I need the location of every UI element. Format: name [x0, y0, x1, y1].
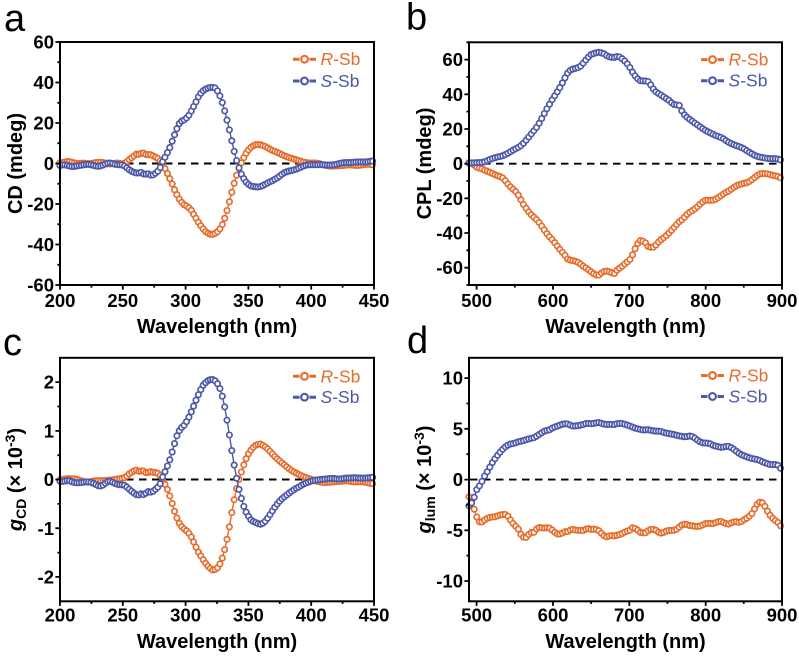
svg-text:350: 350 — [233, 605, 264, 626]
svg-text:60: 60 — [442, 49, 463, 70]
svg-text:0: 0 — [453, 469, 463, 490]
svg-text:-60: -60 — [27, 275, 54, 296]
svg-text:R-Sb: R-Sb — [321, 366, 361, 386]
svg-text:300: 300 — [170, 290, 201, 311]
svg-text:-20: -20 — [436, 188, 463, 209]
svg-text:400: 400 — [296, 290, 327, 311]
svg-text:-5: -5 — [447, 520, 463, 541]
svg-text:2: 2 — [44, 372, 54, 393]
svg-text:CPL (mdeg): CPL (mdeg) — [414, 108, 436, 220]
svg-text:0: 0 — [44, 469, 54, 490]
svg-text:450: 450 — [359, 605, 390, 626]
svg-text:800: 800 — [690, 290, 721, 311]
svg-text:5: 5 — [453, 418, 463, 439]
svg-text:d: d — [407, 320, 428, 362]
svg-text:-40: -40 — [436, 223, 463, 244]
svg-text:S-Sb: S-Sb — [729, 71, 768, 91]
svg-text:-40: -40 — [27, 234, 54, 255]
svg-text:R-Sb: R-Sb — [321, 49, 361, 69]
svg-text:glum (× 10-3): glum (× 10-3) — [411, 426, 438, 535]
svg-text:600: 600 — [538, 605, 569, 626]
svg-text:40: 40 — [442, 84, 463, 105]
svg-text:500: 500 — [461, 290, 492, 311]
svg-text:250: 250 — [107, 290, 138, 311]
svg-text:gCD (× 10-3): gCD (× 10-3) — [2, 428, 29, 532]
svg-text:-20: -20 — [27, 194, 54, 215]
svg-text:R-Sb: R-Sb — [729, 366, 769, 386]
svg-text:500: 500 — [461, 605, 492, 626]
svg-text:Wavelength (nm): Wavelength (nm) — [545, 631, 705, 653]
svg-text:S-Sb: S-Sb — [321, 71, 360, 91]
svg-text:700: 700 — [614, 290, 645, 311]
svg-text:20: 20 — [442, 119, 463, 140]
svg-text:Wavelength (nm): Wavelength (nm) — [137, 631, 297, 653]
svg-text:CD (mdeg): CD (mdeg) — [5, 113, 27, 214]
svg-text:40: 40 — [33, 72, 54, 93]
svg-text:200: 200 — [45, 290, 76, 311]
svg-text:450: 450 — [359, 290, 390, 311]
svg-text:-60: -60 — [436, 257, 463, 278]
svg-text:700: 700 — [614, 605, 645, 626]
svg-text:250: 250 — [107, 605, 138, 626]
svg-text:300: 300 — [170, 605, 201, 626]
svg-text:0: 0 — [453, 153, 463, 174]
svg-text:Wavelength (nm): Wavelength (nm) — [137, 316, 297, 338]
svg-text:900: 900 — [767, 290, 798, 311]
svg-text:a: a — [4, 0, 26, 40]
svg-text:60: 60 — [33, 32, 54, 53]
svg-text:200: 200 — [45, 605, 76, 626]
svg-text:350: 350 — [233, 290, 264, 311]
svg-text:b: b — [406, 0, 427, 39]
svg-text:0: 0 — [44, 153, 54, 174]
svg-text:Wavelength (nm): Wavelength (nm) — [545, 316, 705, 338]
svg-text:1: 1 — [44, 420, 54, 441]
svg-text:600: 600 — [538, 290, 569, 311]
svg-text:S-Sb: S-Sb — [321, 387, 360, 407]
svg-text:S-Sb: S-Sb — [729, 387, 768, 407]
svg-text:-2: -2 — [38, 566, 54, 587]
svg-text:900: 900 — [767, 605, 798, 626]
svg-text:R-Sb: R-Sb — [729, 50, 769, 70]
svg-text:10: 10 — [442, 368, 463, 389]
svg-text:-10: -10 — [436, 571, 463, 592]
svg-text:-1: -1 — [38, 518, 54, 539]
svg-text:c: c — [3, 322, 22, 364]
svg-text:800: 800 — [690, 605, 721, 626]
svg-text:400: 400 — [296, 605, 327, 626]
svg-text:20: 20 — [33, 113, 54, 134]
